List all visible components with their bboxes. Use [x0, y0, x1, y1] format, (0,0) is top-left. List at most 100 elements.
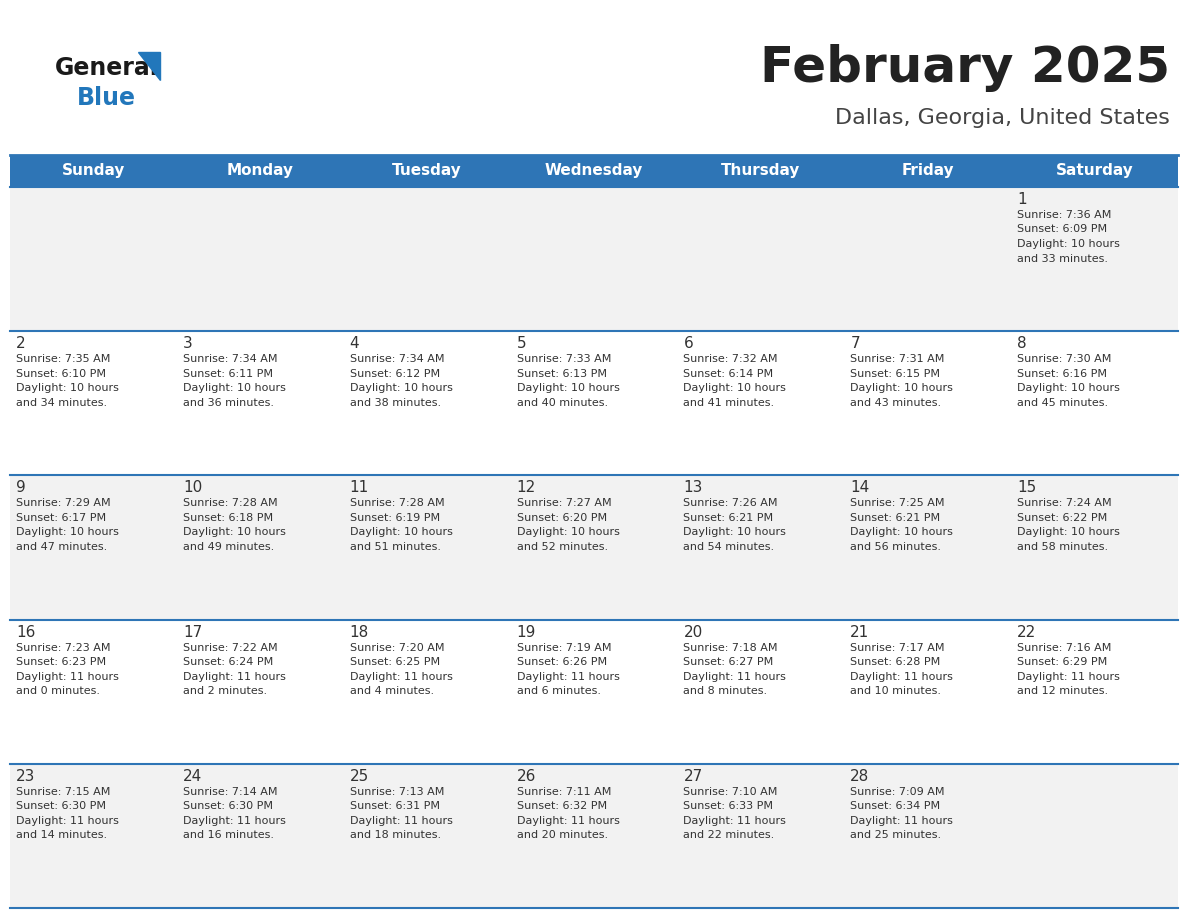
- Text: Daylight: 11 hours: Daylight: 11 hours: [517, 672, 619, 681]
- Text: and 22 minutes.: and 22 minutes.: [683, 830, 775, 840]
- Text: Sunrise: 7:28 AM: Sunrise: 7:28 AM: [349, 498, 444, 509]
- Bar: [845, 476, 1011, 620]
- Text: 17: 17: [183, 624, 202, 640]
- Text: Sunset: 6:15 PM: Sunset: 6:15 PM: [851, 369, 940, 379]
- Text: Sunday: Sunday: [62, 163, 125, 178]
- Bar: [10, 187, 177, 331]
- Text: 27: 27: [683, 768, 702, 784]
- Bar: [10, 620, 177, 764]
- Bar: [1011, 620, 1178, 764]
- Text: Sunrise: 7:32 AM: Sunrise: 7:32 AM: [683, 354, 778, 364]
- Text: and 33 minutes.: and 33 minutes.: [1017, 253, 1108, 263]
- Text: Daylight: 11 hours: Daylight: 11 hours: [183, 816, 286, 826]
- Text: Sunset: 6:33 PM: Sunset: 6:33 PM: [683, 801, 773, 812]
- Bar: [343, 476, 511, 620]
- Text: Sunrise: 7:27 AM: Sunrise: 7:27 AM: [517, 498, 611, 509]
- Text: Sunset: 6:13 PM: Sunset: 6:13 PM: [517, 369, 607, 379]
- Text: Sunset: 6:19 PM: Sunset: 6:19 PM: [349, 513, 440, 523]
- Text: Daylight: 10 hours: Daylight: 10 hours: [1017, 383, 1120, 393]
- Text: and 18 minutes.: and 18 minutes.: [349, 830, 441, 840]
- Text: Daylight: 10 hours: Daylight: 10 hours: [183, 383, 286, 393]
- Text: 11: 11: [349, 480, 369, 496]
- Text: Daylight: 11 hours: Daylight: 11 hours: [683, 816, 786, 826]
- Text: Daylight: 10 hours: Daylight: 10 hours: [1017, 528, 1120, 537]
- Bar: [343, 764, 511, 908]
- Text: 3: 3: [183, 336, 192, 352]
- Text: Dallas, Georgia, United States: Dallas, Georgia, United States: [835, 108, 1170, 128]
- Bar: [10, 331, 177, 476]
- Text: Sunset: 6:22 PM: Sunset: 6:22 PM: [1017, 513, 1107, 523]
- Bar: [177, 764, 343, 908]
- Text: and 45 minutes.: and 45 minutes.: [1017, 397, 1108, 408]
- Text: Daylight: 11 hours: Daylight: 11 hours: [851, 816, 953, 826]
- Text: Sunrise: 7:15 AM: Sunrise: 7:15 AM: [15, 787, 110, 797]
- Text: 5: 5: [517, 336, 526, 352]
- Text: Daylight: 10 hours: Daylight: 10 hours: [851, 528, 953, 537]
- Text: Daylight: 10 hours: Daylight: 10 hours: [851, 383, 953, 393]
- Text: Sunrise: 7:34 AM: Sunrise: 7:34 AM: [183, 354, 277, 364]
- Text: Sunset: 6:20 PM: Sunset: 6:20 PM: [517, 513, 607, 523]
- Text: Sunrise: 7:11 AM: Sunrise: 7:11 AM: [517, 787, 611, 797]
- Text: Daylight: 10 hours: Daylight: 10 hours: [183, 528, 286, 537]
- Bar: [343, 155, 511, 187]
- Text: Sunset: 6:16 PM: Sunset: 6:16 PM: [1017, 369, 1107, 379]
- Text: 6: 6: [683, 336, 693, 352]
- Bar: [511, 476, 677, 620]
- Bar: [10, 764, 177, 908]
- Text: 8: 8: [1017, 336, 1026, 352]
- Text: Tuesday: Tuesday: [392, 163, 462, 178]
- Text: 23: 23: [15, 768, 36, 784]
- Bar: [511, 187, 677, 331]
- Text: Daylight: 11 hours: Daylight: 11 hours: [349, 672, 453, 681]
- Text: Sunrise: 7:16 AM: Sunrise: 7:16 AM: [1017, 643, 1112, 653]
- Bar: [845, 155, 1011, 187]
- Text: and 20 minutes.: and 20 minutes.: [517, 830, 608, 840]
- Text: 16: 16: [15, 624, 36, 640]
- Text: Daylight: 11 hours: Daylight: 11 hours: [683, 672, 786, 681]
- Text: and 56 minutes.: and 56 minutes.: [851, 542, 941, 552]
- Text: Sunset: 6:34 PM: Sunset: 6:34 PM: [851, 801, 941, 812]
- Text: Daylight: 10 hours: Daylight: 10 hours: [349, 383, 453, 393]
- Text: and 54 minutes.: and 54 minutes.: [683, 542, 775, 552]
- Bar: [1011, 187, 1178, 331]
- Text: and 16 minutes.: and 16 minutes.: [183, 830, 274, 840]
- Text: Sunrise: 7:33 AM: Sunrise: 7:33 AM: [517, 354, 611, 364]
- Text: 20: 20: [683, 624, 702, 640]
- Text: Sunset: 6:10 PM: Sunset: 6:10 PM: [15, 369, 106, 379]
- Text: Sunrise: 7:34 AM: Sunrise: 7:34 AM: [349, 354, 444, 364]
- Text: and 51 minutes.: and 51 minutes.: [349, 542, 441, 552]
- Text: Sunrise: 7:31 AM: Sunrise: 7:31 AM: [851, 354, 944, 364]
- Text: and 47 minutes.: and 47 minutes.: [15, 542, 107, 552]
- Text: and 58 minutes.: and 58 minutes.: [1017, 542, 1108, 552]
- Text: Daylight: 10 hours: Daylight: 10 hours: [15, 383, 119, 393]
- Text: and 41 minutes.: and 41 minutes.: [683, 397, 775, 408]
- Text: 4: 4: [349, 336, 359, 352]
- Text: 18: 18: [349, 624, 369, 640]
- Bar: [845, 331, 1011, 476]
- Bar: [511, 620, 677, 764]
- Bar: [177, 155, 343, 187]
- Bar: [1011, 764, 1178, 908]
- Text: 13: 13: [683, 480, 703, 496]
- Text: Daylight: 11 hours: Daylight: 11 hours: [349, 816, 453, 826]
- Text: Sunset: 6:12 PM: Sunset: 6:12 PM: [349, 369, 440, 379]
- Text: Sunset: 6:27 PM: Sunset: 6:27 PM: [683, 657, 773, 667]
- Text: 7: 7: [851, 336, 860, 352]
- Text: and 2 minutes.: and 2 minutes.: [183, 686, 267, 696]
- Bar: [1011, 331, 1178, 476]
- Text: and 14 minutes.: and 14 minutes.: [15, 830, 107, 840]
- Text: 12: 12: [517, 480, 536, 496]
- Text: and 12 minutes.: and 12 minutes.: [1017, 686, 1108, 696]
- Text: and 43 minutes.: and 43 minutes.: [851, 397, 941, 408]
- Text: Sunset: 6:11 PM: Sunset: 6:11 PM: [183, 369, 273, 379]
- Text: Sunset: 6:23 PM: Sunset: 6:23 PM: [15, 657, 106, 667]
- Text: Saturday: Saturday: [1056, 163, 1133, 178]
- Text: Sunrise: 7:28 AM: Sunrise: 7:28 AM: [183, 498, 278, 509]
- Text: Sunrise: 7:24 AM: Sunrise: 7:24 AM: [1017, 498, 1112, 509]
- Text: Sunrise: 7:18 AM: Sunrise: 7:18 AM: [683, 643, 778, 653]
- Text: General: General: [55, 56, 159, 80]
- Bar: [845, 764, 1011, 908]
- Bar: [511, 331, 677, 476]
- Text: Sunrise: 7:36 AM: Sunrise: 7:36 AM: [1017, 210, 1112, 220]
- Text: Sunset: 6:28 PM: Sunset: 6:28 PM: [851, 657, 941, 667]
